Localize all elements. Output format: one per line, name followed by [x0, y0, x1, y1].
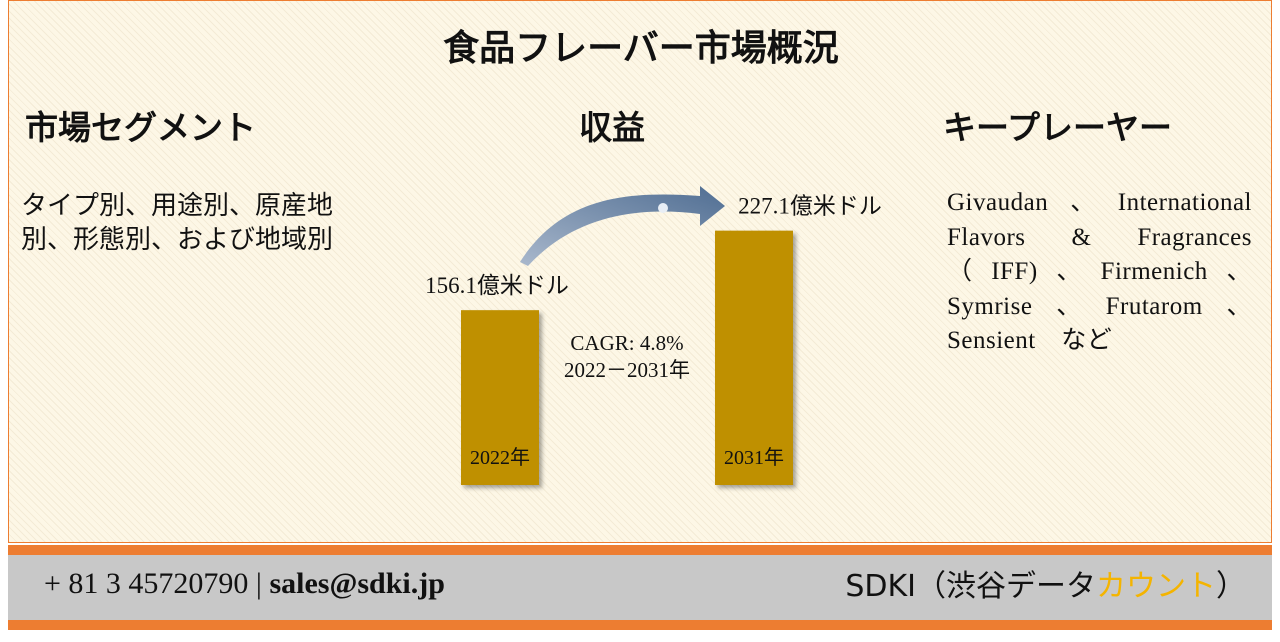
brand-name: SDKI（渋谷データ: [845, 569, 1096, 604]
brand-end: ）: [1216, 569, 1246, 604]
value-label: 156.1億米ドル: [425, 273, 569, 298]
category-label: 2031年: [724, 446, 784, 469]
brand: SDKI（渋谷データカウント）: [845, 561, 1246, 605]
footer-bar: [8, 555, 1272, 620]
category-label: 2022年: [470, 446, 530, 469]
brand-accent: カウント: [1096, 569, 1216, 604]
bar: [715, 230, 793, 485]
title: 食品フレーバー市場概況: [443, 28, 839, 68]
panel: 食品フレーバー市場概況 市場セグメント 収益 キープレーヤー タイプ別、用途別、…: [8, 0, 1278, 543]
revenue-heading: 収益: [579, 111, 645, 147]
footer-stripe: [8, 545, 1272, 555]
phone: + 81 3 45720790: [44, 567, 249, 600]
email: sales@sdki.jp: [269, 567, 445, 600]
separator: |: [255, 567, 262, 600]
chart: 2022年 156.1億米ドル 2031年 227.1億米ドル CAGR: 4.8% 20…: [425, 186, 882, 485]
footer-stripe: [8, 620, 1272, 630]
annotation: CAGR: 4.8%: [570, 331, 683, 355]
players-heading: キープレーヤー: [943, 111, 1173, 147]
players-text: Givaudan、International Flavors & Fragran…: [947, 189, 1278, 354]
contact: + 81 3 45720790 | sales@sdki.jp: [44, 567, 445, 601]
segments-heading: 市場セグメント: [25, 111, 256, 147]
annotation: 2022－2031年: [564, 358, 690, 382]
value-label: 227.1億米ドル: [738, 194, 882, 219]
segments-text: タイプ別、用途別、原産地別、形態別、および地域別: [21, 191, 334, 254]
growth-arrow: [520, 186, 725, 266]
arrow-dot: [658, 203, 668, 213]
bar: [461, 310, 539, 485]
